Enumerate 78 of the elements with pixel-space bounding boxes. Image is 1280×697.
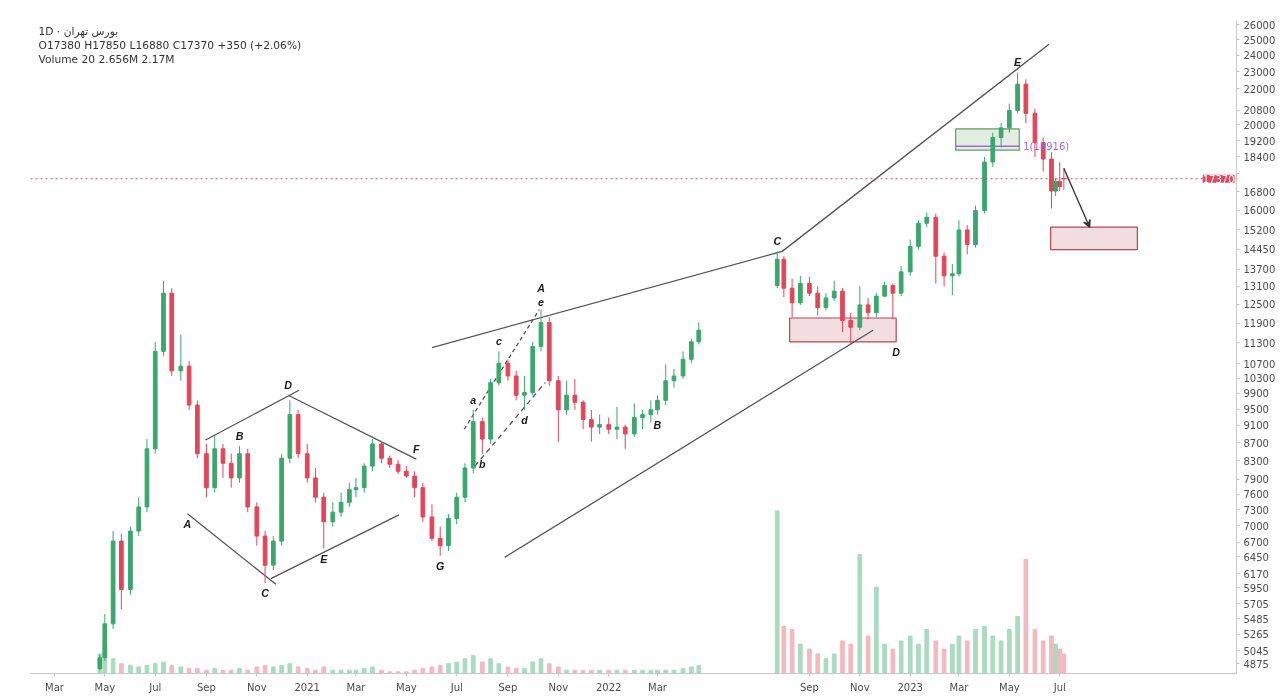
y-tick-label: 6700: [1243, 537, 1269, 549]
text: 1D · بورس تهران: [38, 25, 119, 38]
x-tick-label: May: [396, 681, 417, 693]
ref-line-label: 17370: [1202, 173, 1235, 185]
y-tick-label: 23000: [1243, 66, 1276, 78]
y-tick-label: 7000: [1243, 520, 1269, 532]
annotation: b: [479, 457, 487, 470]
x-tick-label: Nov: [850, 681, 870, 693]
y-tick-label: 7600: [1243, 489, 1269, 501]
x-tick-label: Nov: [548, 681, 569, 693]
annotation: E: [1014, 56, 1023, 69]
annotation: c: [495, 335, 502, 348]
y-tick-label: 26000: [1243, 19, 1276, 31]
x-tick-label: 2021: [294, 681, 320, 693]
x-tick-label: 2022: [595, 681, 622, 693]
x-tick-label: Jul: [148, 681, 162, 693]
annotation: G: [436, 559, 445, 572]
y-tick-label: 9900: [1243, 388, 1269, 400]
annotation: B: [235, 430, 244, 443]
x-tick-label: Sep: [800, 681, 819, 693]
y-tick-label: 11900: [1243, 318, 1276, 330]
y-tick-label: 5265: [1243, 629, 1269, 641]
y-tick-label: 20800: [1243, 105, 1276, 117]
y-tick-label: 9500: [1243, 404, 1269, 416]
y-tick-label: 5485: [1243, 613, 1269, 625]
x-tick-label: May: [94, 681, 116, 693]
y-tick-label: 20000: [1243, 119, 1276, 131]
annotation: D: [892, 345, 901, 358]
x-tick-label: Mar: [346, 681, 367, 693]
y-tick-label: 7300: [1243, 504, 1269, 516]
annotation: Volume 20 2.656M 2.17M: [38, 53, 175, 66]
x-tick-label: Sep: [197, 681, 216, 693]
annotation: C: [773, 235, 782, 248]
y-tick-label: 16000: [1243, 205, 1276, 217]
y-tick-label: 11300: [1243, 337, 1276, 349]
y-tick-label: 6170: [1243, 568, 1269, 580]
x-tick-label: Jul: [449, 681, 463, 693]
y-tick-label: 16800: [1243, 186, 1276, 198]
x-tick-label: Jul: [1052, 681, 1066, 693]
y-tick-label: 6450: [1243, 551, 1269, 563]
y-tick-label: 4875: [1243, 658, 1269, 670]
annotation: F: [413, 443, 420, 456]
x-tick-label: Mar: [45, 681, 65, 693]
x-tick-label: May: [999, 681, 1020, 693]
annotation: O17380 H17850 L16880 C17370 +350 (+2.06%): [38, 39, 302, 52]
y-tick-label: 22000: [1243, 83, 1276, 95]
x-tick-label: Nov: [247, 681, 267, 693]
annotation: C: [261, 587, 270, 600]
y-tick-label: 10700: [1243, 358, 1276, 370]
y-tick-label: 19200: [1243, 135, 1276, 147]
x-tick-label: Mar: [949, 681, 970, 693]
y-tick-label: 5045: [1243, 645, 1269, 657]
y-tick-label: 5705: [1243, 598, 1269, 610]
annotation: D: [284, 379, 293, 392]
y-tick-label: 8700: [1243, 437, 1269, 449]
annotation: B: [653, 418, 662, 431]
y-tick-label: 5950: [1243, 582, 1269, 594]
y-tick-label: 13700: [1243, 264, 1276, 276]
y-tick-label: 25000: [1243, 34, 1276, 46]
annotation: d: [521, 413, 529, 426]
y-tick-label: 10300: [1243, 373, 1276, 385]
y-tick-label: 7900: [1243, 474, 1269, 486]
x-tick-label: Mar: [648, 681, 668, 693]
annotation: a: [470, 393, 477, 406]
y-tick-label: 13100: [1243, 281, 1276, 293]
y-tick-label: 15200: [1243, 224, 1276, 236]
y-tick-label: 24000: [1243, 50, 1276, 62]
annotation: E: [320, 552, 329, 565]
annotation: A: [536, 281, 545, 294]
annotation: A: [182, 517, 192, 530]
y-tick-label: 12500: [1243, 299, 1276, 311]
x-tick-label: Sep: [498, 681, 518, 693]
y-tick-label: 14450: [1243, 244, 1276, 255]
annotation: e: [538, 295, 545, 308]
x-tick-label: 2023: [897, 681, 923, 693]
y-tick-label: 8300: [1243, 455, 1269, 467]
y-tick-label: 9100: [1243, 420, 1269, 432]
y-tick-label: 18400: [1243, 151, 1276, 163]
